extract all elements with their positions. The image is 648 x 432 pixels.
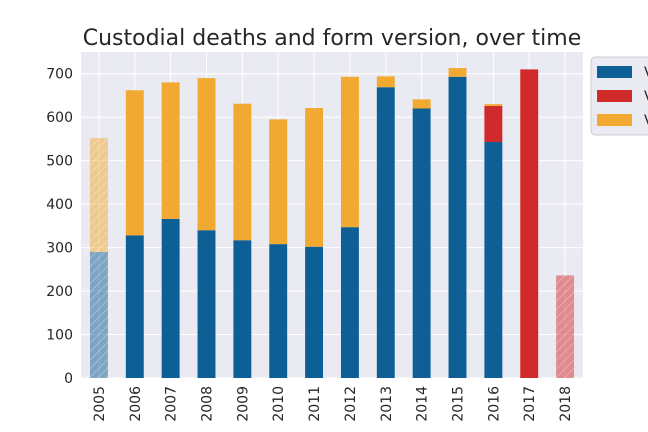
bar-2008-series-1 <box>197 230 216 378</box>
x-tick-label: 2006 <box>128 386 144 422</box>
plot-area <box>81 52 583 378</box>
bar-2014-series-1 <box>412 108 431 379</box>
bar-2015-series-3 <box>448 68 467 77</box>
x-tick-label: 2017 <box>522 386 538 422</box>
bar-2014-series-3 <box>412 99 431 109</box>
bar-2011-series-3 <box>305 108 324 247</box>
bar-2009-series-1 <box>233 240 252 378</box>
bars <box>89 68 575 379</box>
legend-label-2: V <box>644 89 648 105</box>
bar-2006-series-3 <box>125 90 144 236</box>
bar-hatch-2005 <box>89 138 108 252</box>
y-tick-label: 300 <box>46 241 73 257</box>
y-tick-label: 700 <box>46 67 73 83</box>
y-tick-label: 0 <box>64 371 73 387</box>
bar-hatch-2018 <box>556 275 575 378</box>
x-tick-label: 2009 <box>235 386 251 422</box>
y-tick-label: 400 <box>46 197 73 213</box>
legend: VVV <box>590 56 648 136</box>
bar-2007-series-3 <box>161 82 180 219</box>
bar-2016-series-3 <box>484 104 503 106</box>
legend-swatch-1 <box>597 66 632 78</box>
bar-2012-series-3 <box>340 76 359 228</box>
bar-2007-series-1 <box>161 218 180 378</box>
bar-hatch-2005 <box>89 251 108 378</box>
y-tick-label: 500 <box>46 154 73 170</box>
x-tick-label: 2013 <box>379 386 395 422</box>
bar-2008-series-3 <box>197 78 216 231</box>
bar-2013-series-3 <box>376 76 395 88</box>
x-axis: 2005 2006 2007 2008 2009 2010 2011 2012 2013 2014… <box>92 386 574 422</box>
x-tick-label: 2016 <box>486 386 502 422</box>
bar-2006-series-1 <box>125 235 144 378</box>
x-tick-label: 2010 <box>271 386 287 422</box>
legend-swatch-2 <box>597 90 632 102</box>
bar-2011-series-1 <box>305 246 324 378</box>
chart-title: Custodial deaths and form version, over … <box>83 26 582 51</box>
x-tick-label: 2005 <box>92 386 108 422</box>
bar-2016-series-1 <box>484 141 503 378</box>
legend-swatch-3 <box>597 114 632 126</box>
x-tick-label: 2012 <box>343 386 359 422</box>
bar-2012-series-1 <box>340 227 359 378</box>
bar-2013-series-1 <box>376 87 395 378</box>
legend-label-1: V <box>644 65 648 81</box>
y-tick-label: 100 <box>46 328 73 344</box>
bar-2009-series-3 <box>233 103 252 241</box>
bar-2010-series-1 <box>269 244 288 378</box>
x-tick-label: 2014 <box>415 386 431 422</box>
bar-2016-series-2 <box>484 105 503 142</box>
y-tick-label: 600 <box>46 110 73 126</box>
x-tick-label: 2011 <box>307 386 323 422</box>
legend-label-3: V <box>644 113 648 129</box>
x-tick-label: 2007 <box>164 386 180 422</box>
bar-2017-series-2 <box>520 69 539 379</box>
x-tick-label: 2015 <box>451 386 467 422</box>
y-tick-label: 200 <box>46 284 73 300</box>
bar-2015-series-1 <box>448 76 467 378</box>
y-axis: 0 100 200 300 400 500 600 700 <box>46 67 73 387</box>
x-tick-label: 2018 <box>558 386 574 422</box>
bar-2010-series-3 <box>269 119 288 245</box>
x-tick-label: 2008 <box>200 386 216 422</box>
